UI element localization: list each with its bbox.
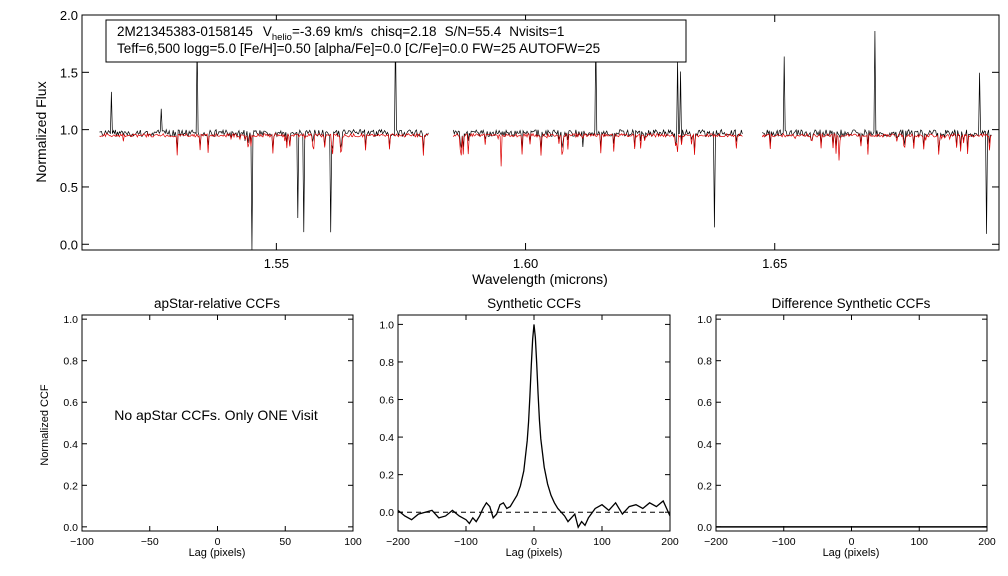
spectrum-x-tick-label: 1.60 [513, 256, 538, 271]
annotation-nvisits: Nvisits=1 [509, 24, 564, 39]
annotation-snr: S/N=55.4 [445, 24, 502, 39]
spectrum-panel: 1.55 1.60 1.65 0.0 0.5 1.0 1.5 2.0 2M21345383-0… [33, 8, 1000, 287]
apstar-ccf-x-tick-label: −100 [70, 536, 94, 548]
difference-ccf-y-tick-label: 1.0 [697, 314, 712, 326]
spectrum-x-tick-label: 1.65 [762, 256, 787, 271]
difference-ccf-x-axis-title: Lag (pixels) [823, 547, 880, 559]
difference-ccf-y-tick-label: 0.0 [697, 522, 712, 534]
synthetic-ccf-x-axis-title: Lag (pixels) [506, 547, 563, 559]
synthetic-ccf-frame [397, 314, 671, 532]
difference-ccf-x-tick-label: −200 [704, 536, 728, 548]
apstar-ccf-y-tick-label: 1.0 [63, 314, 78, 326]
annotation-box [105, 19, 687, 63]
observed-spectrum-chip-1 [99, 33, 429, 250]
spectrum-traces [99, 31, 992, 250]
synthetic-ccf-title: Synthetic CCFs [487, 296, 581, 311]
apstar-ccf-ticks: −100 −50 0 50 100 0.0 0.2 0.4 0.6 0.8 1.0 [63, 314, 362, 548]
difference-ccf-x-tick-label: −100 [772, 536, 796, 548]
spectrum-ticks: 1.55 1.60 1.65 0.0 0.5 1.0 1.5 2.0 [60, 8, 999, 271]
apstar-ccf-y-axis-title: Normalized CCF [39, 384, 51, 466]
apstar-ccf-x-axis-title: Lag (pixels) [189, 547, 246, 559]
spectrum-y-tick-label: 1.0 [60, 123, 78, 138]
difference-ccf-y-tick-label: 0.2 [697, 480, 712, 492]
apstar-ccf-x-tick-label: 0 [215, 536, 221, 548]
spectrum-y-tick-label: 0.0 [60, 237, 78, 252]
difference-ccf-x-tick-label: 0 [849, 536, 855, 548]
spectrum-x-tick-label: 1.55 [264, 256, 289, 271]
spectrum-plot-frame [81, 14, 1000, 251]
observed-spectrum-chip-3 [762, 31, 992, 234]
apstar-ccf-y-tick-label: 0.2 [63, 480, 78, 492]
apstar-ccf-y-tick-label: 0.8 [63, 356, 78, 368]
spectrum-annotation: 2M21345383-0158145 Vhelio=-3.69 km/s chisq… [105, 19, 687, 63]
annotation-v-value: =-3.69 km/s [292, 24, 363, 39]
difference-ccf-y-tick-label: 0.8 [697, 356, 712, 368]
apstar-ccf-x-tick-label: −50 [141, 536, 159, 548]
annotation-line-1: 2M21345383-0158145 Vhelio=-3.69 km/s chisq… [117, 24, 564, 43]
synthetic-ccf-ticks: −200 −100 0 100 200 0.0 0.2 0.4 0.6 0.8 1.0 [379, 315, 679, 548]
synthetic-ccf-y-tick-label: 0.0 [379, 507, 394, 519]
apstar-ccf-y-tick-label: 0.0 [63, 522, 78, 534]
difference-ccf-panel: Difference Synthetic CCFs −200 −100 0 100 20… [697, 296, 996, 559]
synthetic-ccf-y-tick-label: 0.4 [379, 432, 394, 444]
annotation-chisq: chisq=2.18 [371, 24, 437, 39]
difference-ccf-x-tick-label: 200 [978, 536, 996, 548]
annotation-v-symbol: V [263, 24, 272, 39]
observed-spectrum-chip-2 [452, 37, 743, 228]
difference-ccf-y-tick-label: 0.4 [697, 439, 712, 451]
annotation-v-subscript: helio [272, 32, 292, 43]
apstar-ccf-note: No apStar CCFs. Only ONE Visit [114, 407, 318, 423]
apstar-ccf-x-tick-label: 100 [344, 536, 362, 548]
synthetic-ccf-y-tick-label: 0.6 [379, 395, 394, 407]
synthetic-ccf-x-tick-label: 100 [593, 536, 611, 548]
synthetic-ccf-x-tick-label: 0 [531, 536, 537, 548]
spectrum-y-tick-label: 2.0 [60, 8, 78, 23]
synthetic-spectrum-chip-2 [453, 132, 743, 167]
spectrum-y-axis-title: Normalized Flux [33, 81, 49, 182]
difference-ccf-title: Difference Synthetic CCFs [772, 296, 931, 311]
synthetic-ccf-x-tick-label: −100 [454, 536, 478, 548]
synthetic-ccf-line [397, 324, 671, 529]
synthetic-spectrum-chip-1 [99, 132, 429, 156]
synthetic-ccf-x-tick-label: 200 [661, 536, 679, 548]
synthetic-ccf-traces [397, 324, 671, 529]
spectrum-y-tick-label: 0.5 [60, 180, 78, 195]
apstar-ccf-y-tick-label: 0.6 [63, 397, 78, 409]
spectrum-x-axis-title: Wavelength (microns) [472, 271, 608, 287]
synthetic-ccf-y-tick-label: 0.2 [379, 470, 394, 482]
synthetic-spectrum-chip-3 [761, 132, 992, 161]
apstar-ccf-title: apStar-relative CCFs [154, 296, 280, 311]
spectrum-y-tick-label: 1.5 [60, 65, 78, 80]
synthetic-ccf-y-tick-label: 0.8 [379, 357, 394, 369]
synthetic-ccf-y-tick-label: 1.0 [379, 319, 394, 331]
synthetic-ccf-panel: Synthetic CCFs −200 −100 0 100 200 0.0 0.2 0.4 0… [379, 296, 679, 559]
difference-ccf-ticks: −200 −100 0 100 200 0.0 0.2 0.4 0.6 0.8 1.0 [697, 314, 996, 548]
apstar-ccf-x-tick-label: 50 [279, 536, 291, 548]
apstar-ccf-y-tick-label: 0.4 [63, 439, 78, 451]
difference-ccf-y-tick-label: 0.6 [697, 397, 712, 409]
difference-ccf-x-tick-label: 100 [910, 536, 928, 548]
apstar-ccf-panel: apStar-relative CCFs −100 −50 0 50 100 0.0 0.2… [39, 296, 362, 559]
annotation-line-2: Teff=6,500 logg=5.0 [Fe/H]=0.50 [alpha/F… [117, 41, 600, 56]
annotation-star-id: 2M21345383-0158145 [117, 24, 253, 39]
synthetic-ccf-x-tick-label: −200 [386, 536, 410, 548]
apstar-ccf-frame [81, 314, 354, 532]
difference-ccf-frame [715, 314, 988, 532]
